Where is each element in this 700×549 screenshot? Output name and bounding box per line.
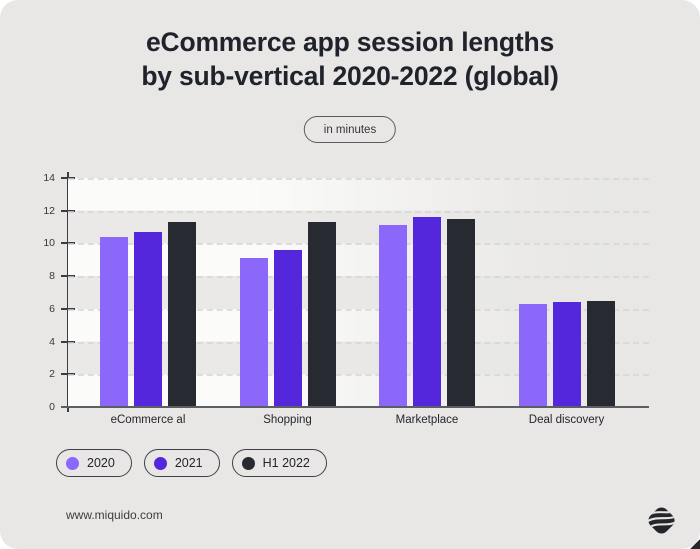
gridline-12 [68,210,649,213]
x-label-marketplace: Marketplace [395,414,459,426]
title-line-1: eCommerce app session lengths [145,27,555,57]
bar-ecommerce-al-2020 [100,236,128,407]
x-label-deal-discovery: Deal discovery [528,414,605,426]
gridline-2 [68,374,649,377]
legend-pill-h1-2022: H1 2022 [231,449,327,477]
bar-deal-discovery-h1-2022 [586,300,615,407]
y-tick-label-10: 10 [43,237,55,250]
y-tick-label-4: 4 [49,335,55,348]
x-label-shopping: Shopping [263,414,312,426]
bar-marketplace-h1-2022 [447,218,475,407]
y-tick-label-0: 0 [49,401,55,413]
bar-shopping-2020 [239,258,268,407]
page-title: eCommerce app session lengths by sub-ver… [0,25,700,93]
y-tick-label-12: 12 [43,204,55,217]
bar-deal-discovery-2021 [552,302,581,407]
website-link[interactable]: www.miquido.com [66,508,163,522]
y-tick-label-8: 8 [49,270,55,283]
gridline-6 [68,308,649,311]
gridline-14 [68,178,649,180]
unit-badge-label: in minutes [323,123,377,136]
y-tick-label-14: 14 [43,172,55,184]
legend-dot-h1-2022 [241,456,255,470]
legend-label-h1-2022: H1 2022 [262,456,310,470]
bar-marketplace-2020 [379,225,407,407]
gridline-4 [68,341,649,344]
x-axis-line [61,406,649,408]
legend-label-2021: 2021 [174,456,203,470]
legend: 2020 2021 H1 2022 [56,449,327,477]
x-label-ecommerce-al: eCommerce al [110,414,186,426]
y-tick-label-2: 2 [49,368,55,381]
gridline-8 [68,276,649,279]
y-tick-label-6: 6 [49,302,55,315]
bar-deal-discovery-2020 [518,303,547,407]
legend-dot-2021 [153,456,167,470]
plot-area [68,178,649,407]
legend-pill-2021: 2021 [143,449,220,477]
title-line-2: by sub-vertical 2020-2022 (global) [141,61,559,91]
bar-shopping-h1-2022 [307,222,336,407]
bar-ecommerce-al-h1-2022 [168,222,196,407]
legend-dot-2020 [66,456,79,470]
bar-shopping-2021 [273,249,302,407]
bar-marketplace-2021 [413,217,441,407]
bar-ecommerce-al-2021 [134,231,162,407]
legend-pill-2020: 2020 [56,449,132,477]
legend-label-2020: 2020 [87,456,115,470]
unit-badge: in minutes [303,116,397,143]
gridline-10 [68,243,649,246]
miquido-logo-icon [646,507,677,534]
